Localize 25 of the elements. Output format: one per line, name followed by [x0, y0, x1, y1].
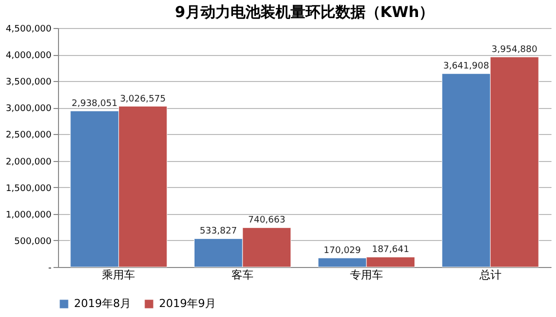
- legend-label: 2019年9月: [159, 297, 216, 310]
- data-label: 3,641,908: [443, 62, 490, 72]
- data-label: 170,029: [324, 246, 362, 256]
- data-label: 3,954,880: [492, 44, 538, 55]
- y-tick-label: 3,000,000: [6, 104, 52, 114]
- x-tick-label: 乘用车: [102, 268, 136, 282]
- y-tick-label: 1,000,000: [6, 210, 52, 220]
- y-tick-label: -: [48, 264, 52, 274]
- x-tick-label: 总计: [478, 268, 502, 282]
- y-tick-label: 4,500,000: [6, 24, 52, 34]
- legend-label: 2019年8月: [74, 297, 131, 310]
- data-label: 187,641: [372, 245, 410, 256]
- data-label: 2,938,051: [72, 98, 118, 109]
- data-label: 740,663: [248, 216, 286, 226]
- y-tick-label: 2,000,000: [6, 157, 52, 168]
- x-tick-label: 客车: [232, 268, 254, 282]
- y-tick-label: 1,500,000: [6, 184, 52, 194]
- y-tick-label: 2,500,000: [6, 130, 52, 141]
- x-tick-label: 专用车: [350, 268, 383, 282]
- data-label: 3,026,575: [120, 94, 166, 104]
- y-tick-label: 4,000,000: [6, 51, 52, 62]
- data-label: 533,827: [200, 226, 238, 237]
- y-tick-label: 3,500,000: [6, 78, 52, 88]
- chart-title: 9月动力电池装机量环比数据（KWh）: [174, 3, 434, 21]
- y-tick-label: 500,000: [14, 236, 52, 247]
